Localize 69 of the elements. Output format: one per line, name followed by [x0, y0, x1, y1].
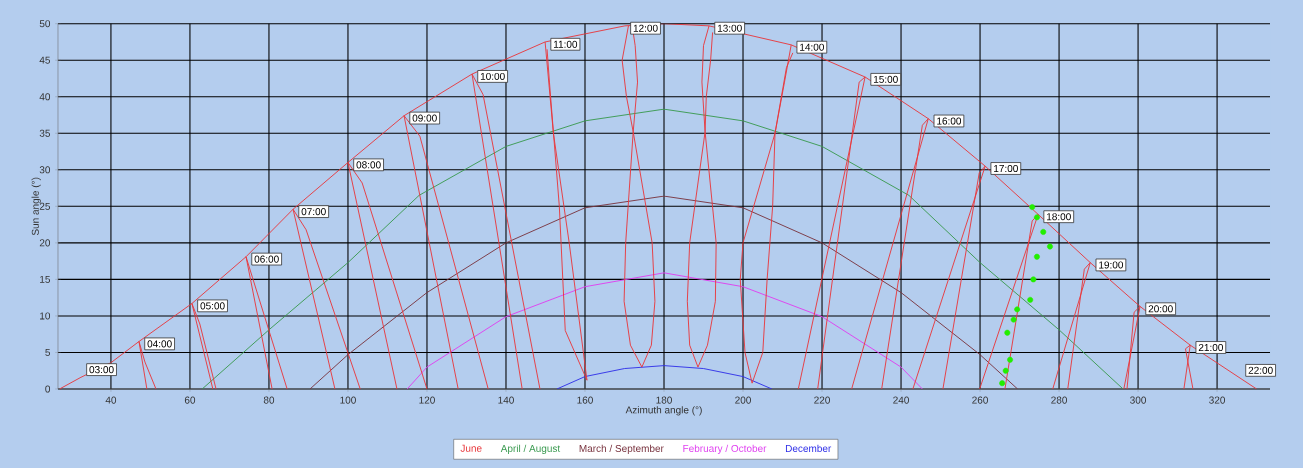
x-tick-label: 40 [105, 396, 117, 404]
x-tick-label: 220 [814, 396, 830, 404]
text: April / August [500, 444, 561, 454]
y-tick-label: 40 [39, 93, 51, 101]
annotation: 19:00 [1099, 261, 1124, 269]
x-tick-label: 280 [1051, 396, 1067, 404]
y-tick-label: 0 [45, 385, 51, 393]
annotation: 21:00 [1198, 343, 1223, 352]
x-tick-label: 180 [656, 396, 672, 404]
annotation: 18:00 [1047, 213, 1071, 221]
text: December [785, 444, 832, 452]
y-tick-label: 15 [40, 275, 51, 283]
annotation: 07:00 [301, 208, 326, 216]
x-tick-label: 100 [340, 396, 356, 404]
point [1010, 316, 1017, 323]
x-tick-label: 80 [263, 396, 275, 404]
point [1029, 204, 1036, 210]
point [1040, 228, 1047, 235]
point [1004, 329, 1011, 336]
y-tick-label: 5 [45, 348, 51, 356]
annotation: 05:00 [200, 302, 225, 310]
point [1034, 253, 1040, 260]
x-tick-label: 320 [1209, 396, 1226, 404]
x-tick-label: 160 [577, 396, 593, 404]
annotation: 13:00 [717, 24, 742, 32]
y-tick-label: 35 [39, 129, 51, 137]
annotation: 12:00 [633, 24, 658, 32]
x-axis-title: Azimuth angle (°) [625, 406, 702, 416]
line-series [201, 108, 1124, 389]
annotation: 03:00 [89, 366, 114, 374]
point [1030, 276, 1037, 283]
x-tick-label: 260 [972, 396, 988, 404]
line-series [406, 272, 923, 389]
text: February / October [683, 444, 767, 454]
annotation: 10:00 [480, 72, 505, 80]
point [1034, 214, 1040, 221]
y-tick-label: 45 [39, 56, 51, 64]
annotation: 16:00 [937, 117, 962, 125]
text: June [460, 444, 482, 452]
annotation: 22:00 [1248, 366, 1273, 374]
point [1014, 306, 1021, 313]
annotation: 09:00 [412, 114, 437, 122]
x-tick-label: 300 [1130, 396, 1147, 404]
annotation: 15:00 [873, 75, 898, 83]
y-tick-label: 30 [39, 166, 51, 174]
y-tick-label: 10 [40, 312, 51, 320]
x-tick-label: 120 [419, 396, 435, 404]
x-tick-label: 140 [498, 396, 514, 404]
annotation: 04:00 [147, 340, 172, 348]
y-tick-label: 50 [39, 20, 51, 28]
annotation: 06:00 [254, 255, 279, 263]
point [1007, 356, 1013, 363]
annotation: 08:00 [356, 161, 381, 169]
y-tick-label: 25 [39, 202, 51, 210]
x-tick-label: 240 [893, 396, 909, 404]
text: March / September [579, 444, 664, 454]
y-axis-title: Sun angle (°) [31, 177, 41, 236]
annotation: 11:00 [553, 40, 578, 48]
point [1002, 367, 1009, 374]
point [1027, 296, 1034, 303]
annotation: 17:00 [994, 164, 1018, 173]
point [1047, 243, 1053, 250]
x-tick-label: 60 [184, 396, 196, 404]
annotation: 20:00 [1148, 305, 1173, 313]
y-tick-label: 20 [39, 239, 51, 247]
annotation: 14:00 [800, 43, 824, 51]
x-tick-label: 200 [735, 396, 751, 404]
line-series [556, 365, 773, 389]
point [999, 380, 1006, 387]
